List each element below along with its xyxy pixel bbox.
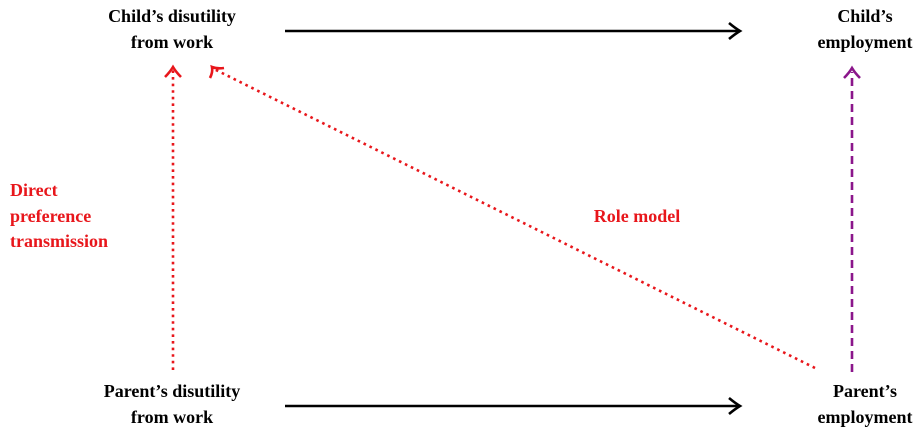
- node-label: Parent’s: [833, 381, 897, 401]
- edge-label: Role model: [594, 206, 680, 226]
- arrow: [213, 67, 816, 370]
- arrowhead: [208, 64, 225, 79]
- arrowhead: [728, 22, 743, 40]
- node-label: from work: [131, 32, 213, 52]
- node-label: employment: [818, 32, 913, 52]
- arrowhead: [728, 397, 743, 415]
- node-label: Child’s disutility: [108, 6, 236, 26]
- edge-label: preference: [10, 206, 91, 226]
- node-label: Parent’s disutility: [104, 381, 241, 401]
- arrowhead: [843, 65, 861, 79]
- arrowhead: [164, 64, 182, 78]
- node-label: from work: [131, 407, 213, 427]
- edge-label: transmission: [10, 231, 108, 251]
- edge-label: Direct: [10, 180, 58, 200]
- node-label: employment: [818, 407, 913, 427]
- node-label: Child’s: [837, 6, 892, 26]
